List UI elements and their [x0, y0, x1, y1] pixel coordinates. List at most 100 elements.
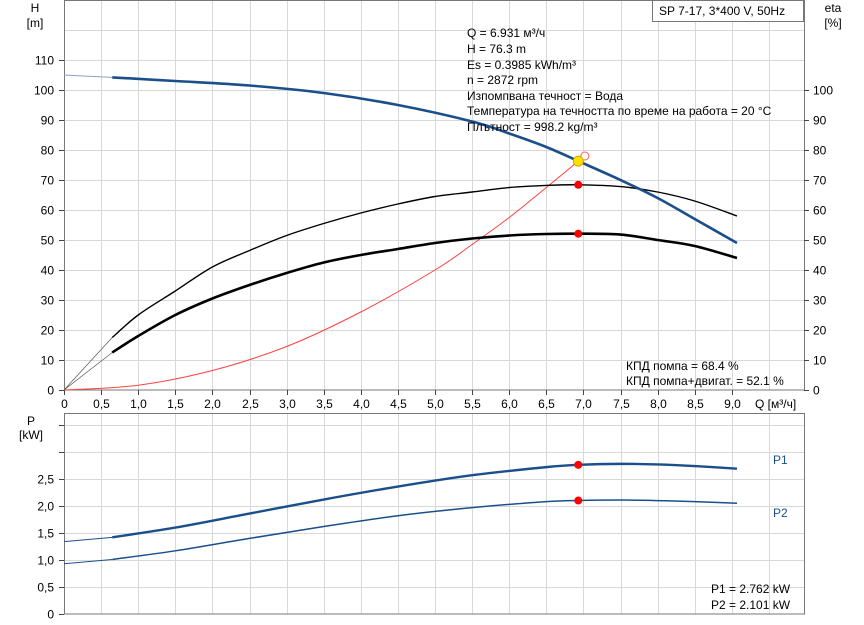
q-tick-label: 4,5 [390, 397, 407, 411]
h-axis-label: H [31, 1, 40, 15]
eta-pump-curve-extrapolated [63, 337, 113, 391]
eta-tick-label: 0 [813, 384, 820, 398]
info-density: Плътност = 998.2 kg/m³ [467, 120, 597, 134]
p-tick-label: 2,5 [37, 473, 54, 487]
q-tick-label: 7,0 [575, 397, 592, 411]
h-axis-unit: [m] [27, 16, 44, 30]
p-axis-ticks: 0 0,5 1,0 1,5 2,0 2,5 [37, 425, 64, 622]
q-tick-label: 5,5 [464, 397, 481, 411]
eta-tick-label: 80 [813, 144, 827, 158]
h-tick-label: 60 [41, 204, 55, 218]
p1-curve-extrapolated [63, 536, 113, 543]
q-tick-label: 1,5 [167, 397, 184, 411]
system-curve [63, 155, 584, 391]
eta-tick-label: 90 [813, 114, 827, 128]
p-tick-label: 0,5 [37, 581, 54, 595]
p-axis-label: P [27, 414, 35, 428]
q-axis-ticks: 0 0,5 1,0 1,5 2,0 2,5 3,0 3,5 4,0 4,5 5,0 5,5 6,0 6,5… [61, 390, 741, 411]
h-tick-label: 10 [41, 354, 55, 368]
info-q: Q = 6.931 м³/ч [467, 26, 545, 40]
power-info: P1 = 2.762 kW P2 = 2.101 kW [711, 582, 791, 612]
info-es: Es = 0.3985 kWh/m³ [467, 58, 576, 72]
h-tick-label: 70 [41, 174, 55, 188]
p2-curve-extrapolated [63, 558, 113, 565]
eta-pump-curve [111, 184, 738, 339]
info-p1: P1 = 2.762 kW [711, 582, 791, 596]
eta-axis-unit: [%] [824, 16, 841, 30]
q-tick-label: 0 [61, 397, 68, 411]
eta-axis-ticks: 0 10 20 30 40 50 60 70 80 90 100 [804, 84, 833, 398]
requested-point-marker [580, 151, 590, 161]
h-tick-label: 110 [35, 54, 54, 68]
top-chart-grid [64, 0, 804, 390]
q-tick-label: 1,0 [130, 397, 147, 411]
eta-axis-label: eta [825, 1, 842, 15]
top-chart-frame [64, 0, 805, 391]
eta-tick-label: 20 [813, 324, 827, 338]
q-tick-label: 6,0 [501, 397, 518, 411]
head-curve [112, 76, 738, 245]
q-tick-label: 8,0 [650, 397, 667, 411]
h-tick-label: 0 [47, 384, 54, 398]
info-eta-pump: КПД помпа = 68.4 % [626, 359, 739, 373]
chart-title: SP 7-17, 3*400 V, 50Hz [659, 4, 785, 18]
efficiency-info: КПД помпа = 68.4 % КПД помпа+двигат. = 5… [626, 359, 784, 388]
eta-tick-label: 50 [813, 234, 827, 248]
eta-total-marker [574, 229, 583, 238]
h-tick-label: 80 [41, 144, 55, 158]
p-tick-label: 1,5 [37, 527, 54, 541]
p-axis-unit: [kW] [19, 428, 43, 442]
duty-point-info: Q = 6.931 м³/ч H = 76.3 m Es = 0.3985 kW… [467, 26, 772, 134]
h-tick-label: 100 [34, 84, 54, 98]
eta-total-curve-extrapolated [63, 352, 113, 391]
q-tick-label: 2,0 [204, 397, 221, 411]
bottom-chart-frame [64, 413, 805, 615]
info-p2: P2 = 2.101 kW [711, 598, 791, 612]
h-tick-label: 20 [41, 324, 55, 338]
eta-tick-label: 70 [813, 174, 827, 188]
eta-tick-label: 100 [813, 84, 833, 98]
title-box [652, 0, 804, 22]
info-n: n = 2872 rpm [467, 73, 538, 87]
h-tick-label: 50 [41, 234, 55, 248]
q-tick-label: 7,5 [613, 397, 630, 411]
q-tick-label: 3,0 [279, 397, 296, 411]
h-tick-label: 90 [41, 114, 55, 128]
info-h: H = 76.3 m [467, 42, 526, 56]
q-tick-label: 4,0 [353, 397, 370, 411]
q-tick-label: 2,5 [242, 397, 259, 411]
eta-total-curve [111, 232, 738, 354]
p1-curve [112, 462, 738, 539]
q-tick-label: 5,0 [427, 397, 444, 411]
p2-curve [112, 499, 738, 561]
eta-tick-label: 40 [813, 264, 827, 278]
p2-curve-label: P2 [773, 506, 788, 520]
info-liquid: Изпомпвана течност = Вода [467, 89, 623, 103]
bottom-chart-curves [63, 460, 738, 565]
q-tick-label: 6,5 [538, 397, 555, 411]
eta-tick-label: 30 [813, 294, 827, 308]
eta-tick-label: 10 [813, 354, 827, 368]
p-tick-label: 0 [47, 608, 54, 622]
bottom-chart-grid [64, 413, 804, 614]
p1-marker [574, 460, 583, 469]
info-temperature: Температура на течността по време на раб… [467, 104, 772, 118]
duty-point-marker [572, 155, 584, 167]
q-axis-label: Q [м³/ч] [755, 397, 796, 411]
eta-tick-label: 60 [813, 204, 827, 218]
q-tick-label: 0,5 [93, 397, 110, 411]
h-tick-label: 40 [41, 264, 55, 278]
top-chart-curves [63, 74, 738, 391]
p-tick-label: 1,0 [37, 554, 54, 568]
q-tick-label: 8,5 [687, 397, 704, 411]
p1-curve-label: P1 [773, 453, 788, 467]
h-axis-ticks: 0 10 20 30 40 50 60 70 80 90 100 110 [34, 54, 64, 398]
q-tick-label: 3,5 [316, 397, 333, 411]
eta-pump-marker [574, 180, 583, 189]
p2-marker [574, 496, 583, 505]
h-tick-label: 30 [41, 294, 55, 308]
q-tick-label: 9,0 [724, 397, 741, 411]
head-curve-extrapolated [63, 74, 113, 78]
info-eta-total: КПД помпа+двигат. = 52.1 % [626, 374, 784, 388]
